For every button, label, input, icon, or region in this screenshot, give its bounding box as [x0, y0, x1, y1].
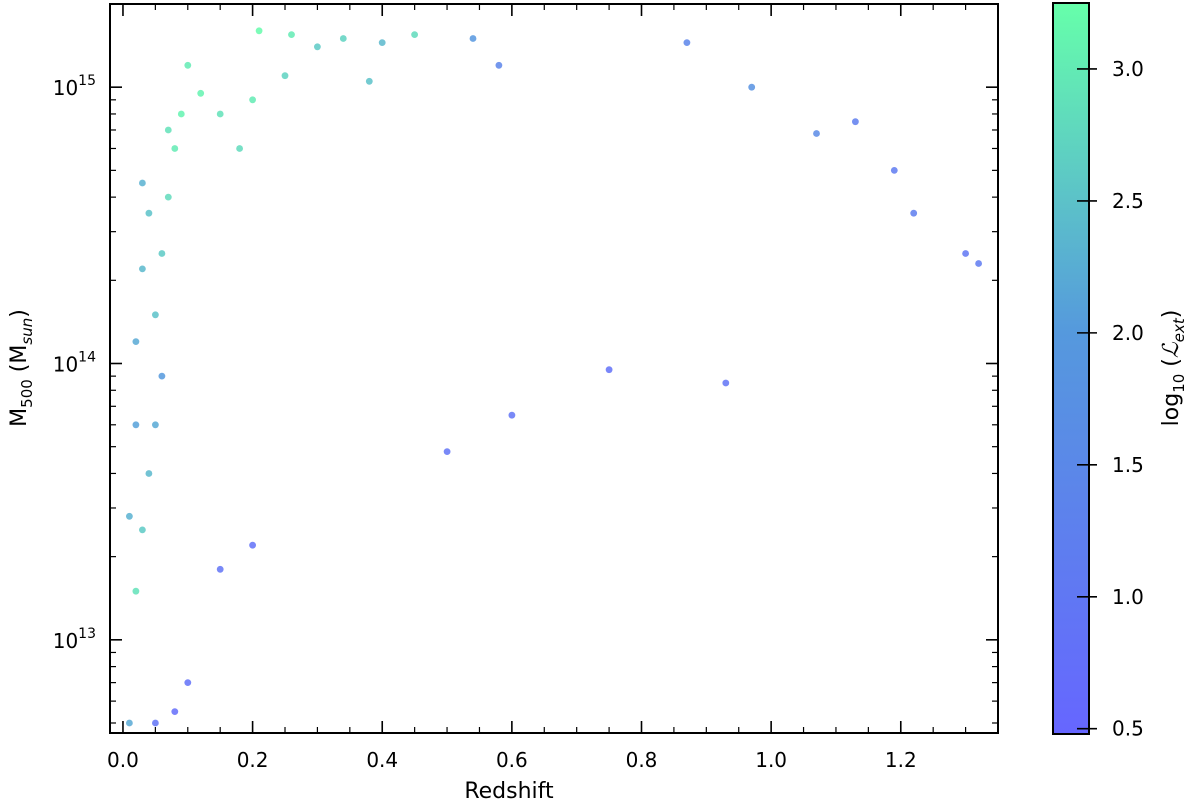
scatter-point [605, 366, 613, 374]
x-axis-label: Redshift [464, 779, 554, 804]
scatter-point [339, 35, 347, 42]
x-tick-label: 0.0 [107, 748, 139, 772]
scatter-point [281, 72, 289, 80]
scatter-point [164, 126, 172, 134]
colorbar [1052, 2, 1090, 735]
scatter-point [314, 43, 321, 51]
scatter-point [469, 35, 477, 42]
scatter-point [139, 179, 146, 187]
scatter-point [852, 118, 859, 126]
colorbar-label: log10 (ℒext) [1159, 310, 1188, 427]
scatter-point [145, 209, 153, 217]
y-tick-label: 1013 [53, 626, 96, 653]
scatter-point [216, 565, 224, 573]
scatter-point [145, 470, 153, 477]
scatter-point [910, 209, 918, 217]
scatter-point [139, 526, 146, 534]
scatter-point [132, 421, 140, 429]
y-tick-label: 1014 [53, 349, 96, 376]
scatter-point [255, 27, 263, 35]
scatter-point [722, 379, 730, 387]
colorbar-tick-label: 0.5 [1112, 717, 1144, 741]
scatter-point [164, 193, 172, 201]
x-tick-label: 1.0 [755, 748, 787, 772]
scatter-point [813, 130, 820, 137]
scatter-point [495, 61, 503, 69]
y-axis-label: M500 (Msun) [7, 309, 36, 427]
scatter-point [443, 448, 451, 455]
colorbar-tick-label: 3.0 [1112, 57, 1144, 81]
scatter-point [962, 250, 969, 257]
scatter-point [152, 421, 159, 429]
x-axis: 0.0 0.2 0.4 0.6 0.8 1.0 1.2 [107, 4, 999, 772]
scatter-point [139, 265, 146, 273]
scatter-point [125, 719, 133, 727]
scatter-point [152, 311, 159, 319]
scatter-points [125, 27, 982, 727]
x-tick-label: 0.6 [496, 748, 528, 772]
x-tick-label: 1.2 [885, 748, 917, 772]
scatter-point [171, 145, 179, 152]
scatter-point [184, 61, 192, 69]
scatter-point [249, 96, 256, 104]
scatter-point [288, 31, 295, 38]
scatter-point [508, 411, 516, 419]
colorbar-tick-label: 1.5 [1112, 453, 1144, 477]
scatter-point [132, 587, 140, 595]
scatter-point [890, 167, 898, 174]
colorbar-tick-label: 1.0 [1112, 585, 1144, 609]
scatter-point [158, 372, 166, 380]
scatter-point [197, 89, 205, 97]
y-axis: 1013 1014 1015 [53, 3, 998, 724]
scatter-point [125, 512, 133, 520]
x-tick-label: 0.2 [237, 748, 269, 772]
scatter-point [158, 250, 166, 257]
scatter-point [236, 145, 244, 152]
plot-frame [109, 3, 999, 734]
colorbar-axis: 0.5 1.0 1.5 2.0 2.5 3.0 [1053, 57, 1144, 741]
scatter-point [132, 338, 140, 345]
scatter-point [152, 719, 159, 727]
colorbar-tick-label: 2.0 [1112, 321, 1144, 345]
colorbar-tick-label: 2.5 [1112, 189, 1144, 213]
y-tick-label: 1015 [53, 73, 96, 100]
scatter-point [975, 260, 982, 267]
scatter-point [184, 679, 192, 686]
scatter-point [748, 83, 756, 91]
scatter-point [683, 39, 691, 46]
scatter-point [171, 708, 179, 715]
scatter-point [411, 31, 418, 38]
scatter-point [249, 541, 256, 549]
scatter-point [177, 110, 185, 118]
scatter-point [216, 110, 224, 118]
scatter-point [378, 39, 386, 46]
x-tick-label: 0.8 [626, 748, 658, 772]
scatter-point [365, 77, 373, 85]
x-tick-label: 0.4 [366, 748, 398, 772]
